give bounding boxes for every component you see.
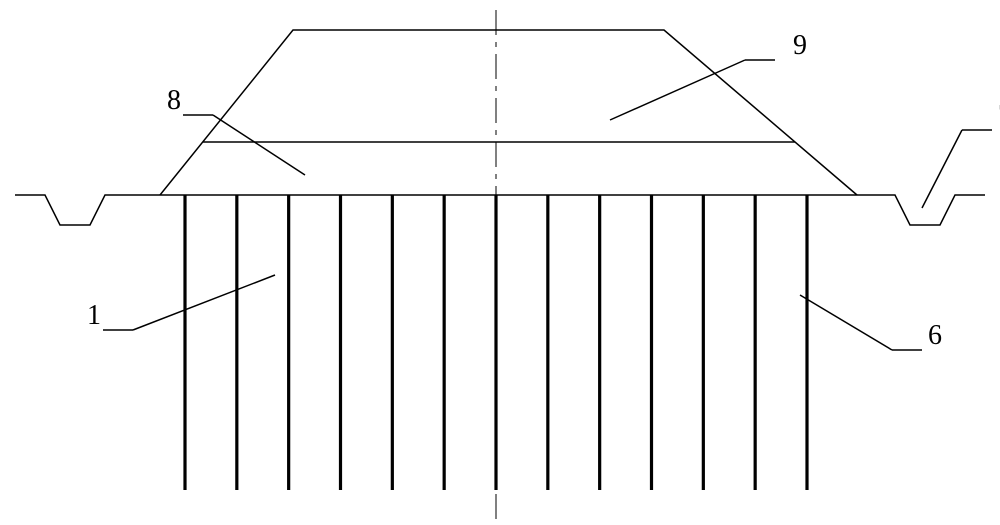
label-8: 8 <box>167 85 181 116</box>
label-6: 6 <box>928 320 942 351</box>
label-1: 1 <box>87 300 101 331</box>
background <box>0 0 1000 525</box>
label-9: 9 <box>793 30 807 61</box>
